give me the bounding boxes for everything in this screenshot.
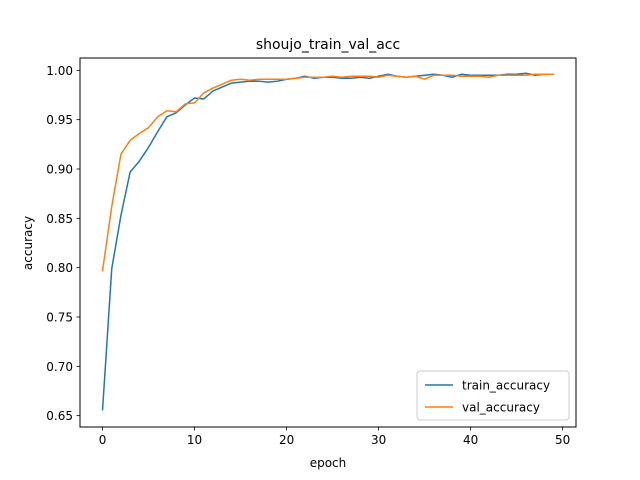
- chart-title: shoujo_train_val_acc: [256, 37, 400, 53]
- y-axis-label: accuracy: [21, 216, 35, 270]
- x-tick-label: 40: [463, 433, 478, 447]
- y-tick-label: 0.85: [46, 212, 73, 226]
- y-tick-label: 0.95: [46, 113, 73, 127]
- y-tick-label: 0.90: [46, 162, 73, 176]
- legend: train_accuracy val_accuracy: [416, 370, 570, 421]
- x-tick-label: 10: [187, 433, 202, 447]
- y-tick-label: 0.65: [46, 409, 73, 423]
- legend-label-val-accuracy: val_accuracy: [462, 401, 540, 415]
- plot-frame: [79, 57, 577, 428]
- x-tick-label: 20: [279, 433, 294, 447]
- y-tick-label: 0.75: [46, 310, 73, 324]
- legend-label-train-accuracy: train_accuracy: [462, 379, 550, 393]
- x-axis-label: epoch: [310, 456, 347, 470]
- x-tick-label: 0: [99, 433, 107, 447]
- y-tick-label: 0.70: [46, 360, 73, 374]
- legend-box: [416, 370, 570, 421]
- y-tick-label: 1.00: [46, 64, 73, 78]
- x-tick-label: 50: [555, 433, 570, 447]
- y-tick-label: 0.80: [46, 261, 73, 275]
- series-line-val-accuracy: [101, 73, 555, 272]
- x-tick-label: 30: [371, 433, 386, 447]
